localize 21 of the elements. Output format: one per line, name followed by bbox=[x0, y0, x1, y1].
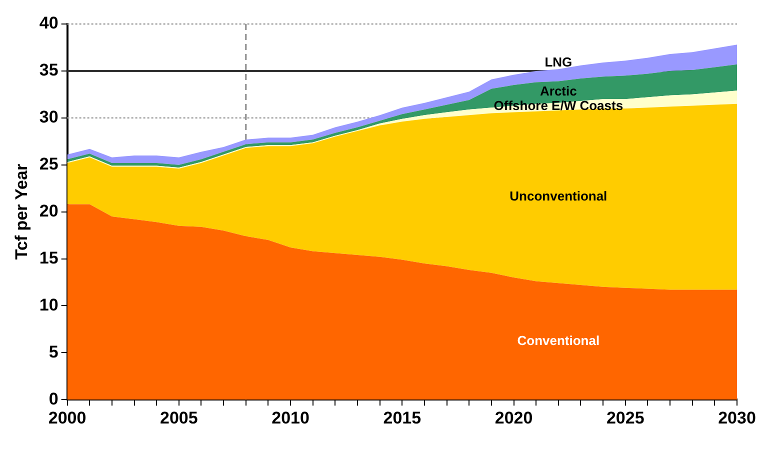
y-tick-label: 20 bbox=[39, 201, 58, 220]
series-label: Arctic bbox=[540, 84, 577, 99]
y-tick-label: 30 bbox=[39, 108, 58, 127]
y-tick-label: 35 bbox=[39, 60, 58, 80]
y-tick-label: 15 bbox=[39, 248, 58, 268]
series-label: Conventional bbox=[517, 332, 600, 348]
y-tick-label: 40 bbox=[39, 14, 58, 33]
x-tick-label: 2025 bbox=[606, 408, 644, 428]
y-tick-label: 0 bbox=[48, 389, 58, 408]
y-axis-title: Tcf per Year bbox=[12, 164, 31, 260]
series-label: Unconventional bbox=[510, 188, 608, 204]
x-tick-label: 2015 bbox=[383, 408, 422, 428]
x-tick-label: 2000 bbox=[48, 408, 86, 428]
series-label: LNG bbox=[544, 54, 572, 70]
x-tick-label: 2005 bbox=[160, 408, 198, 428]
x-tick-label: 2020 bbox=[494, 408, 533, 428]
x-tick-label: 2030 bbox=[718, 408, 756, 428]
x-tick-label: 2010 bbox=[272, 408, 310, 428]
y-tick-label: 5 bbox=[48, 342, 58, 362]
y-tick-label: 10 bbox=[39, 295, 58, 314]
y-tick-label: 25 bbox=[39, 154, 58, 174]
